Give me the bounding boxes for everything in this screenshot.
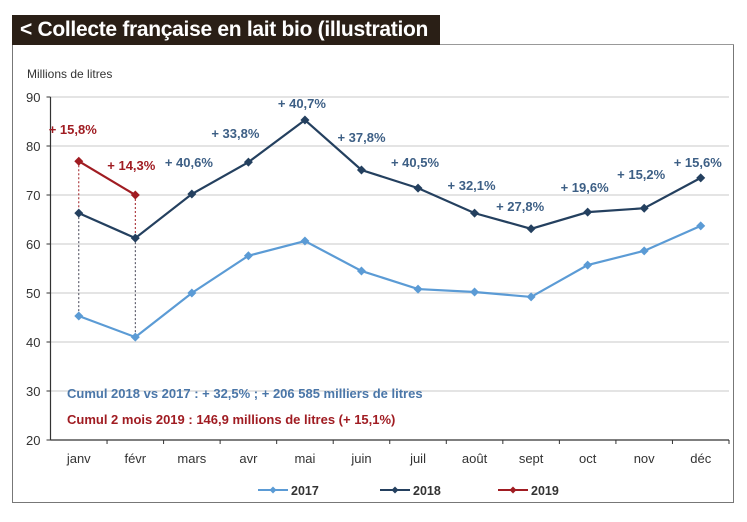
data-point-2018 bbox=[470, 208, 480, 218]
x-tick-label: sept bbox=[519, 451, 544, 466]
data-point-2018 bbox=[639, 203, 649, 213]
x-tick-label: févr bbox=[124, 451, 146, 466]
data-point-2018 bbox=[243, 157, 253, 167]
data-point-2018 bbox=[413, 183, 423, 193]
y-tick-label: 30 bbox=[26, 384, 40, 399]
x-tick-label: mai bbox=[294, 451, 315, 466]
data-point-2017 bbox=[639, 246, 649, 256]
data-point-2017 bbox=[526, 292, 536, 302]
y-tick-label: 40 bbox=[26, 335, 40, 350]
annotation-2018: + 33,8% bbox=[211, 126, 260, 141]
data-point-2019 bbox=[130, 190, 140, 200]
note-2018: Cumul 2018 vs 2017 : + 32,5% ; + 206 585… bbox=[67, 386, 423, 401]
data-point-2017 bbox=[243, 251, 253, 261]
chart-frame bbox=[12, 45, 734, 503]
legend-marker-2019 bbox=[509, 486, 517, 494]
legend-marker-2018 bbox=[391, 486, 399, 494]
data-point-2018 bbox=[356, 165, 366, 175]
x-tick-label: janv bbox=[66, 451, 91, 466]
x-tick-label: nov bbox=[634, 451, 655, 466]
data-point-2018 bbox=[130, 233, 140, 243]
data-point-2017 bbox=[696, 221, 706, 231]
x-tick-label: juil bbox=[409, 451, 426, 466]
series-line-2018 bbox=[78, 118, 702, 240]
annotation-2018: + 15,2% bbox=[617, 167, 666, 182]
x-tick-label: oct bbox=[579, 451, 597, 466]
note-2019: Cumul 2 mois 2019 : 146,9 millions de li… bbox=[67, 412, 395, 427]
y-axis-label: Millions de litres bbox=[27, 67, 112, 81]
data-point-2017 bbox=[74, 311, 84, 321]
series-line-2019 bbox=[78, 160, 136, 196]
y-tick-label: 90 bbox=[26, 90, 40, 105]
x-tick-label: juin bbox=[350, 451, 371, 466]
data-point-2017 bbox=[356, 266, 366, 276]
legend-label-2019: 2019 bbox=[531, 484, 559, 498]
x-tick-label: avr bbox=[239, 451, 258, 466]
annotation-2019: + 15,8% bbox=[49, 122, 98, 137]
legend-label-2018: 2018 bbox=[413, 484, 441, 498]
annotation-2018: + 40,7% bbox=[278, 96, 327, 111]
y-tick-label: 60 bbox=[26, 237, 40, 252]
data-point-2017 bbox=[300, 236, 310, 246]
data-point-2018 bbox=[187, 189, 197, 199]
chart-title: < Collecte française en lait bio (illust… bbox=[12, 15, 440, 71]
data-point-2019 bbox=[74, 156, 84, 166]
y-tick-label: 80 bbox=[26, 139, 40, 154]
annotation-2019: + 14,3% bbox=[107, 158, 156, 173]
annotation-2018: + 32,1% bbox=[448, 178, 497, 193]
frame-divider bbox=[440, 44, 734, 45]
y-tick-label: 70 bbox=[26, 188, 40, 203]
annotation-2018: + 15,6% bbox=[674, 155, 723, 170]
legend-marker-2017 bbox=[269, 486, 277, 494]
annotation-2018: + 27,8% bbox=[496, 199, 545, 214]
data-point-2017 bbox=[130, 332, 140, 342]
legend-label-2017: 2017 bbox=[291, 484, 319, 498]
annotation-2018: + 37,8% bbox=[337, 130, 386, 145]
x-tick-label: mars bbox=[177, 451, 206, 466]
data-point-2018 bbox=[583, 207, 593, 217]
x-tick-label: déc bbox=[690, 451, 711, 466]
data-point-2018 bbox=[526, 224, 536, 234]
data-point-2017 bbox=[413, 284, 423, 294]
annotation-2018: + 19,6% bbox=[561, 180, 610, 195]
annotation-2018: + 40,5% bbox=[391, 155, 440, 170]
data-point-2018 bbox=[300, 115, 310, 125]
data-point-2018 bbox=[74, 208, 84, 218]
annotation-2018: + 40,6% bbox=[165, 155, 214, 170]
data-point-2017 bbox=[470, 287, 480, 297]
y-tick-label: 50 bbox=[26, 286, 40, 301]
data-point-2017 bbox=[187, 288, 197, 298]
data-point-2018 bbox=[696, 173, 706, 183]
y-tick-label: 20 bbox=[26, 433, 40, 448]
x-tick-label: août bbox=[462, 451, 488, 466]
series-line-2017 bbox=[78, 224, 702, 339]
data-point-2017 bbox=[583, 260, 593, 270]
